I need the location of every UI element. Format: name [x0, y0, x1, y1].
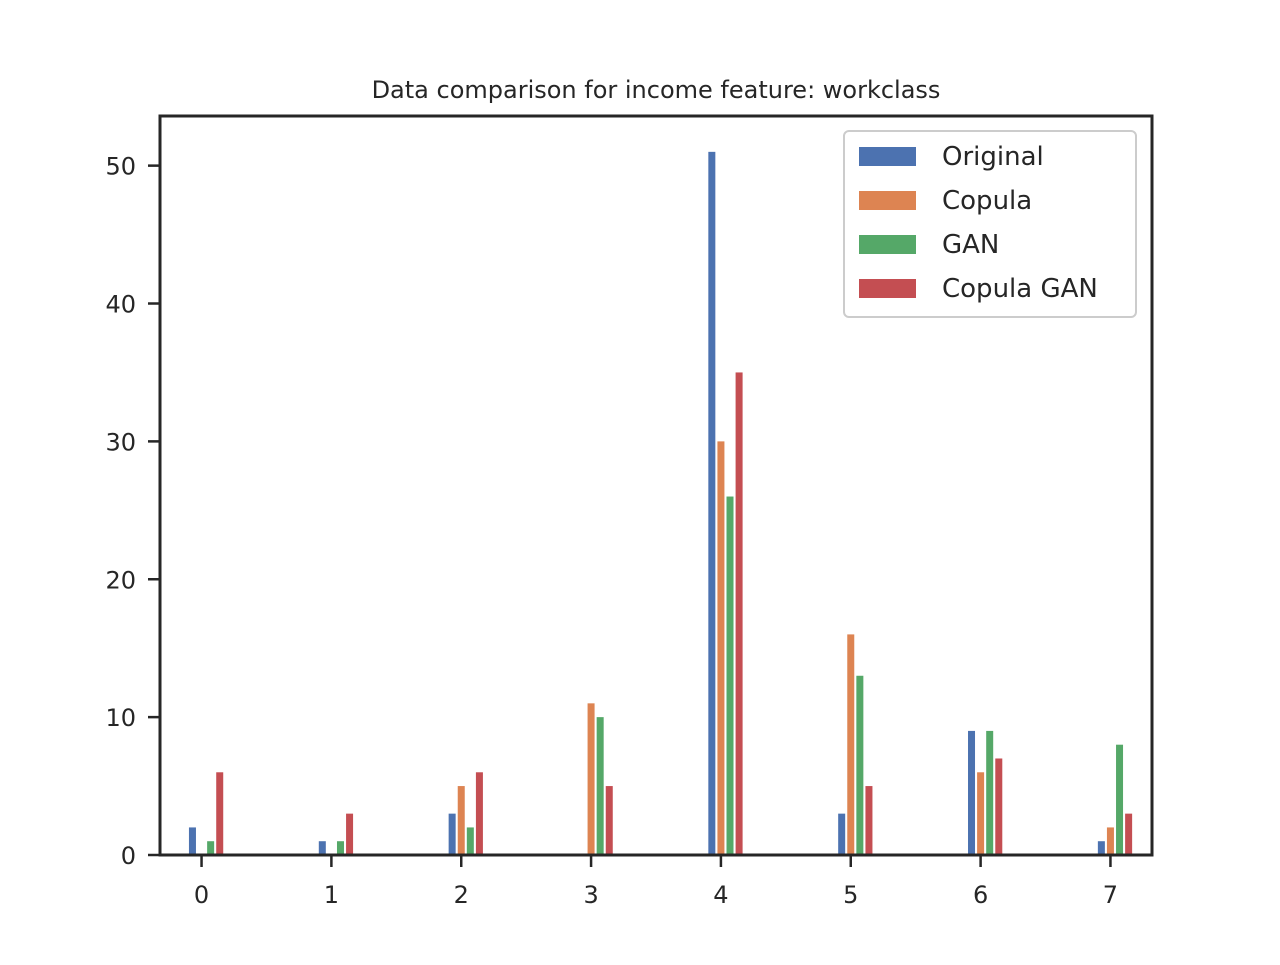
- bar-copula-gan-1: [346, 813, 354, 855]
- legend-label: Original: [942, 142, 1044, 172]
- bar-gan-4: [726, 496, 734, 855]
- chart-title: Data comparison for income feature: work…: [372, 76, 941, 104]
- bar-copula-gan-4: [735, 372, 743, 855]
- y-tick-label: 50: [105, 153, 136, 181]
- bar-copula-gan-6: [995, 758, 1003, 855]
- legend-box: [843, 130, 1137, 318]
- bar-original-0: [188, 827, 196, 855]
- bar-gan-1: [336, 841, 344, 855]
- bar-gan-6: [986, 730, 994, 855]
- x-tick-label: 1: [324, 881, 339, 909]
- bar-copula-2: [457, 786, 465, 855]
- legend-label: GAN: [942, 230, 999, 260]
- bar-original-1: [318, 841, 326, 855]
- legend-swatch: [859, 279, 916, 298]
- legend: Original Copula GAN Copula GAN: [843, 130, 1137, 318]
- bar-original-6: [968, 730, 976, 855]
- legend-label: Copula GAN: [942, 274, 1098, 304]
- bar-gan-2: [466, 827, 474, 855]
- bar-copula-gan-3: [605, 786, 613, 855]
- y-tick-label: 10: [105, 704, 136, 732]
- y-tick-label: 20: [105, 566, 136, 594]
- bars-layer: [188, 151, 1133, 856]
- x-tick-label: 4: [713, 881, 728, 909]
- y-tick-label: 30: [105, 428, 136, 456]
- bar-copula-gan-7: [1125, 813, 1133, 855]
- bar-copula-3: [587, 703, 595, 855]
- bar-copula-4: [717, 441, 725, 855]
- x-tick-label: 2: [454, 881, 469, 909]
- bar-gan-5: [856, 675, 864, 855]
- bar-copula-7: [1106, 827, 1114, 855]
- legend-swatch: [859, 235, 916, 254]
- x-tick-label: 7: [1103, 881, 1118, 909]
- bar-gan-7: [1116, 744, 1124, 855]
- legend-label: Copula: [942, 186, 1032, 216]
- bar-gan-3: [596, 717, 604, 855]
- bar-original-5: [838, 813, 846, 855]
- y-tick-label: 40: [105, 291, 136, 319]
- axes-layer: 0 1 2 3 4 5 6 7 0 10 20 30 40 50: [105, 114, 1154, 909]
- bar-copula-gan-5: [865, 786, 873, 855]
- bar-original-7: [1097, 841, 1105, 855]
- y-tick-label: 0: [121, 842, 136, 870]
- x-tick-label: 0: [194, 881, 209, 909]
- legend-swatch: [859, 191, 916, 210]
- x-tick-label: 6: [973, 881, 988, 909]
- plot-frame: [158, 114, 1154, 857]
- bar-copula-gan-2: [475, 772, 483, 855]
- bar-copula-6: [977, 772, 985, 855]
- bar-original-2: [448, 813, 456, 855]
- bar-copula-5: [847, 634, 855, 855]
- legend-swatch: [859, 147, 916, 166]
- x-tick-label: 5: [843, 881, 858, 909]
- bar-gan-0: [207, 841, 215, 855]
- bar-original-4: [708, 151, 716, 856]
- bar-copula-gan-0: [216, 772, 224, 855]
- x-tick-label: 3: [583, 881, 598, 909]
